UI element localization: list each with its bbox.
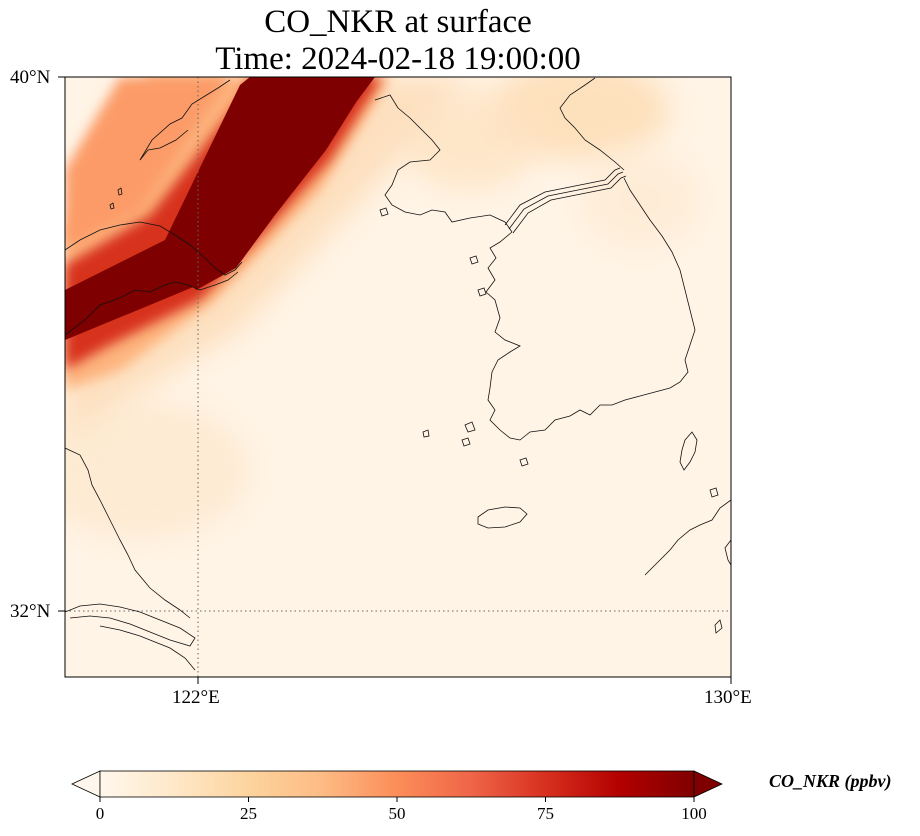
tsushima-island xyxy=(679,431,698,471)
axis-ticks xyxy=(58,76,732,684)
coastlines xyxy=(65,77,731,671)
colorbar-gradient xyxy=(99,770,695,798)
coast-yangtze-mouth xyxy=(65,603,196,647)
coast-shandong-south xyxy=(65,271,239,336)
coast-shandong-north xyxy=(65,221,243,276)
colorbar-tick-75: 75 xyxy=(537,804,554,823)
map-title: CO_NKR at surface xyxy=(264,4,532,40)
coast-kyushu xyxy=(644,499,731,576)
plume-core-2 xyxy=(165,77,372,290)
dmz-line-1 xyxy=(504,167,621,226)
colorbar-tick-50: 50 xyxy=(388,804,406,823)
colorbar-max-extend xyxy=(693,770,723,798)
lon-tick-130e: 130°E xyxy=(704,687,752,708)
colorbar xyxy=(71,770,723,802)
colorbar-tick-100: 100 xyxy=(681,804,707,823)
lat-tick-40n: 40°N xyxy=(10,67,51,88)
gridlines xyxy=(65,77,731,677)
coast-north-korea-east xyxy=(559,77,625,171)
colorbar-label: CO_NKR (ppbv) xyxy=(769,771,892,791)
colorbar-tick-25: 25 xyxy=(240,804,257,823)
colorbar-tick-0: 0 xyxy=(95,804,105,823)
lon-tick-122e: 122°E xyxy=(172,687,220,708)
coast-jiangsu xyxy=(65,447,191,619)
coast-north-korea-west xyxy=(374,94,513,233)
map-frame xyxy=(64,76,732,678)
colorbar-min-extend xyxy=(71,770,101,798)
lat-tick-32n: 32°N xyxy=(10,601,51,622)
co-concentration-field xyxy=(65,77,731,677)
jeju-island xyxy=(477,506,528,529)
map-canvas xyxy=(58,76,732,684)
coast-liaodong-west xyxy=(139,79,231,161)
map-subtitle-time: Time: 2024-02-18 19:00:00 xyxy=(215,41,581,77)
coast-south-korea xyxy=(485,177,696,441)
